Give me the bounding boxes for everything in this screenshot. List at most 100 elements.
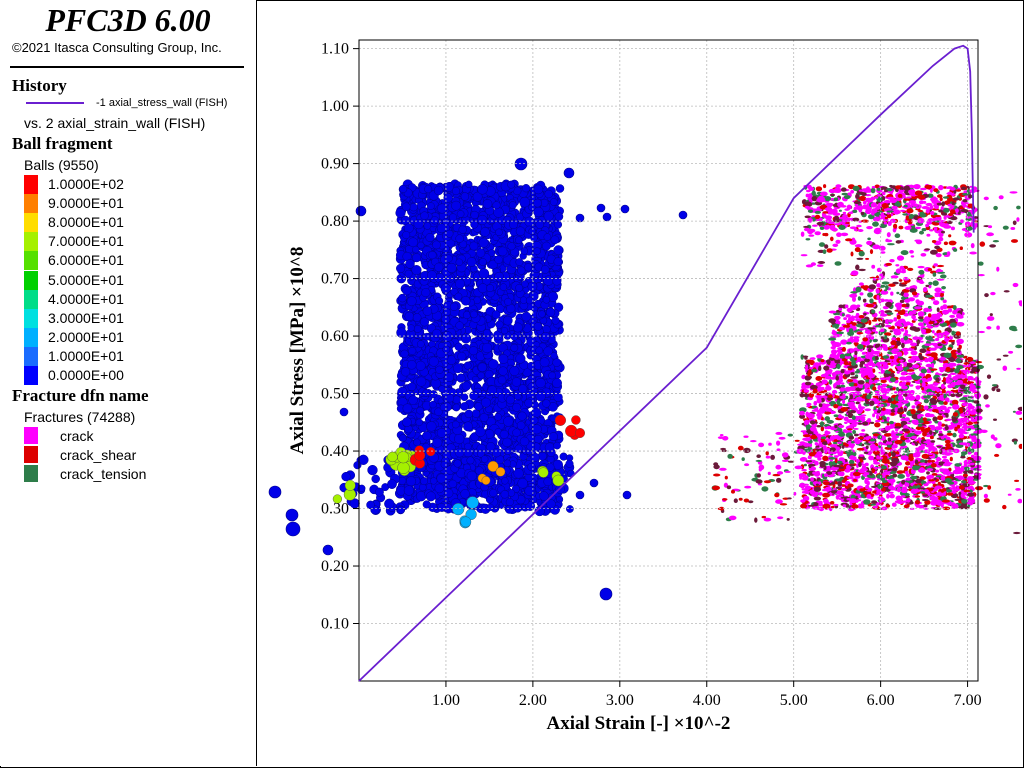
fracture-disc — [920, 480, 927, 484]
ball-particle — [443, 193, 453, 203]
fracture-disc — [931, 362, 935, 369]
ball-particle — [437, 502, 446, 512]
ball-particle — [545, 307, 556, 317]
ball-particle — [544, 189, 553, 199]
ball-particle — [440, 460, 449, 469]
ball-particle — [549, 198, 558, 206]
fracture-disc — [956, 379, 964, 385]
ball-particle — [412, 313, 422, 322]
ball-particle — [478, 258, 487, 266]
ball-particle — [500, 490, 510, 499]
ball-particle — [420, 477, 429, 486]
fracture-disc — [904, 466, 909, 472]
fracture-disc — [912, 364, 920, 369]
fracture-disc — [878, 428, 885, 431]
fracture-disc — [936, 406, 945, 410]
fracture-disc — [892, 467, 898, 472]
ball-fragment-swatch — [24, 251, 38, 271]
fracture-disc — [866, 472, 870, 476]
fracture-disc — [863, 465, 867, 470]
fracture-disc — [876, 456, 884, 460]
fracture-disc — [897, 488, 901, 492]
fracture-disc — [850, 372, 855, 376]
ball-particle — [493, 207, 504, 218]
ball-particle — [503, 459, 512, 468]
fracture-disc — [807, 463, 816, 467]
ball-particle — [524, 398, 534, 408]
fracture-disc — [970, 448, 975, 453]
ball-particle — [510, 333, 519, 341]
ball-particle — [538, 451, 547, 461]
ball-particle — [527, 281, 538, 292]
ball-particle — [449, 302, 459, 312]
ball-particle — [517, 411, 527, 421]
fracture-disc — [922, 494, 928, 497]
fracture-disc — [853, 383, 858, 387]
fracture-disc — [863, 499, 871, 505]
fracture-disc — [973, 455, 981, 461]
fracture-disc — [895, 428, 899, 432]
fracture-disc — [800, 499, 806, 503]
fracture-disc — [851, 456, 857, 461]
ball-particle — [505, 395, 515, 405]
fracture-disc — [833, 414, 839, 418]
ball-particle — [553, 392, 563, 402]
ball-particle — [425, 232, 435, 243]
ball-particle — [469, 241, 479, 251]
fracture-disc — [931, 368, 938, 371]
fracture-disc — [805, 460, 813, 463]
fracture-disc — [871, 363, 878, 366]
fracture-disc — [812, 471, 817, 475]
ball-particle — [413, 324, 422, 333]
fracture-disc — [866, 494, 872, 499]
ball-particle — [525, 296, 534, 305]
fracture-disc — [915, 447, 920, 450]
ball-particle — [566, 505, 574, 513]
ball-particle — [539, 357, 550, 368]
ball-particle — [423, 332, 431, 341]
fracture-disc — [858, 461, 862, 468]
ball-fragment-swatch — [24, 308, 38, 328]
ball-particle — [552, 459, 563, 470]
fracture-disc — [928, 424, 936, 428]
ball-particle — [454, 278, 466, 289]
fragment-particle — [460, 516, 472, 528]
fracture-disc — [926, 468, 934, 472]
copyright-text: ©2021 Itasca Consulting Group, Inc. — [12, 40, 222, 55]
fracture-disc — [842, 504, 847, 508]
ball-particle — [540, 265, 550, 274]
fracture-disc — [894, 426, 902, 429]
fragment-particle — [481, 476, 491, 485]
fracture-disc — [865, 400, 870, 405]
ball-particle — [415, 360, 426, 371]
ball-fragment-swatch — [24, 289, 38, 309]
ball-particle — [366, 500, 375, 510]
ball-particle — [513, 468, 524, 479]
fracture-disc — [951, 399, 959, 405]
ball-particle — [420, 211, 429, 220]
ball-particle — [521, 184, 531, 193]
fracture-disc — [897, 366, 904, 371]
ball-particle — [406, 476, 417, 487]
fracture-swatch — [24, 465, 38, 482]
ball-particle — [530, 234, 538, 242]
ball-particle — [466, 456, 475, 465]
ball-particle — [535, 220, 545, 229]
ball-particle — [509, 365, 520, 377]
ball-particle — [464, 442, 472, 451]
ball-particle — [452, 403, 461, 412]
fracture-disc — [887, 491, 894, 494]
fragment-particle — [414, 449, 426, 461]
ball-particle — [481, 342, 493, 354]
fracture-swatch — [24, 446, 38, 463]
ball-particle — [503, 416, 514, 427]
fracture-disc — [969, 361, 976, 365]
ball-particle — [504, 505, 514, 514]
fracture-disc — [816, 470, 820, 474]
fracture-disc — [822, 492, 830, 498]
ball-particle — [436, 473, 447, 484]
ball-particle — [494, 255, 503, 264]
fracture-disc — [887, 362, 891, 365]
fracture-disc — [975, 486, 983, 491]
fracture-swatch — [24, 427, 38, 444]
